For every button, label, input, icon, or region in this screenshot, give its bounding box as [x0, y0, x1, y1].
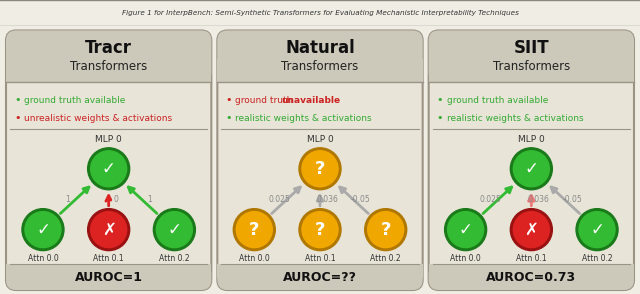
- Circle shape: [88, 209, 130, 250]
- FancyBboxPatch shape: [6, 31, 211, 290]
- Circle shape: [22, 209, 64, 250]
- Text: Attn 0.2: Attn 0.2: [582, 254, 612, 263]
- Text: realistic weights & activations: realistic weights & activations: [447, 114, 583, 123]
- Text: ground truth available: ground truth available: [24, 96, 125, 105]
- Circle shape: [88, 148, 130, 190]
- Text: ✓: ✓: [590, 220, 604, 239]
- Text: ✓: ✓: [102, 160, 116, 178]
- Text: •: •: [225, 95, 232, 105]
- Circle shape: [510, 209, 552, 250]
- Text: ✓: ✓: [459, 220, 472, 239]
- Circle shape: [299, 209, 341, 250]
- FancyBboxPatch shape: [218, 31, 422, 82]
- Text: Transformers: Transformers: [493, 60, 570, 73]
- Text: AUROC=1: AUROC=1: [75, 270, 143, 283]
- Text: •: •: [14, 113, 20, 123]
- Text: ?: ?: [315, 160, 325, 178]
- Circle shape: [513, 212, 549, 248]
- Circle shape: [91, 151, 127, 187]
- Text: ?: ?: [315, 220, 325, 239]
- Text: Attn 0.1: Attn 0.1: [305, 254, 335, 263]
- FancyBboxPatch shape: [429, 31, 634, 82]
- Circle shape: [154, 209, 195, 250]
- FancyBboxPatch shape: [429, 31, 634, 290]
- Text: Attn 0.1: Attn 0.1: [93, 254, 124, 263]
- Text: Transformers: Transformers: [70, 60, 147, 73]
- Circle shape: [25, 212, 61, 248]
- Circle shape: [299, 148, 341, 190]
- Text: Transformers: Transformers: [282, 60, 358, 73]
- Bar: [6, 59, 211, 82]
- Circle shape: [236, 212, 272, 248]
- Text: Attn 0.2: Attn 0.2: [159, 254, 189, 263]
- Bar: [218, 264, 422, 278]
- Text: Attn 0.0: Attn 0.0: [451, 254, 481, 263]
- Text: MLP 0: MLP 0: [518, 135, 545, 144]
- Circle shape: [447, 212, 484, 248]
- Text: -0.05: -0.05: [351, 195, 371, 204]
- Text: unavailable: unavailable: [281, 96, 340, 105]
- Text: AUROC=0.73: AUROC=0.73: [486, 270, 577, 283]
- Text: 0.036: 0.036: [527, 195, 549, 204]
- Circle shape: [445, 209, 486, 250]
- Text: ?: ?: [381, 220, 391, 239]
- Circle shape: [368, 212, 404, 248]
- Text: -0.05: -0.05: [563, 195, 582, 204]
- Text: 1: 1: [147, 195, 152, 204]
- Text: •: •: [225, 113, 232, 123]
- Circle shape: [302, 212, 338, 248]
- Text: 0.025: 0.025: [268, 195, 290, 204]
- Text: 1: 1: [65, 195, 70, 204]
- Text: ground truth: ground truth: [236, 96, 296, 105]
- Circle shape: [91, 212, 127, 248]
- Text: unrealistic weights & activations: unrealistic weights & activations: [24, 114, 172, 123]
- Text: Figure 1 for InterpBench: Semi-Synthetic Transformers for Evaluating Mechanistic: Figure 1 for InterpBench: Semi-Synthetic…: [122, 10, 518, 16]
- FancyBboxPatch shape: [429, 264, 634, 290]
- Circle shape: [234, 209, 275, 250]
- Bar: [218, 59, 422, 82]
- Bar: [6, 264, 211, 278]
- Circle shape: [510, 148, 552, 190]
- Text: •: •: [436, 95, 443, 105]
- Text: AUROC=??: AUROC=??: [283, 270, 357, 283]
- Text: ✓: ✓: [36, 220, 50, 239]
- Text: ✗: ✗: [102, 220, 116, 239]
- Circle shape: [513, 151, 549, 187]
- Text: Attn 0.0: Attn 0.0: [28, 254, 58, 263]
- Circle shape: [365, 209, 406, 250]
- Text: ✓: ✓: [168, 220, 181, 239]
- Text: Attn 0.1: Attn 0.1: [516, 254, 547, 263]
- FancyBboxPatch shape: [218, 31, 422, 290]
- Bar: [429, 264, 634, 278]
- Text: ?: ?: [249, 220, 259, 239]
- Text: realistic weights & activations: realistic weights & activations: [236, 114, 372, 123]
- Text: ✗: ✗: [524, 220, 538, 239]
- Text: 0.025: 0.025: [479, 195, 501, 204]
- Text: Attn 0.2: Attn 0.2: [371, 254, 401, 263]
- Text: ✓: ✓: [524, 160, 538, 178]
- Text: SIIT: SIIT: [513, 39, 549, 57]
- Text: Attn 0.0: Attn 0.0: [239, 254, 269, 263]
- Text: •: •: [14, 95, 20, 105]
- Text: 0: 0: [113, 195, 118, 204]
- Circle shape: [156, 212, 193, 248]
- Text: 0.036: 0.036: [316, 195, 338, 204]
- Text: •: •: [436, 113, 443, 123]
- FancyBboxPatch shape: [218, 264, 422, 290]
- Text: ground truth available: ground truth available: [447, 96, 548, 105]
- Circle shape: [579, 212, 615, 248]
- Text: MLP 0: MLP 0: [95, 135, 122, 144]
- Circle shape: [576, 209, 618, 250]
- FancyBboxPatch shape: [6, 264, 211, 290]
- Circle shape: [302, 151, 338, 187]
- Text: Tracr: Tracr: [85, 39, 132, 57]
- Text: MLP 0: MLP 0: [307, 135, 333, 144]
- Bar: [429, 59, 634, 82]
- Text: Natural: Natural: [285, 39, 355, 57]
- FancyBboxPatch shape: [6, 31, 211, 82]
